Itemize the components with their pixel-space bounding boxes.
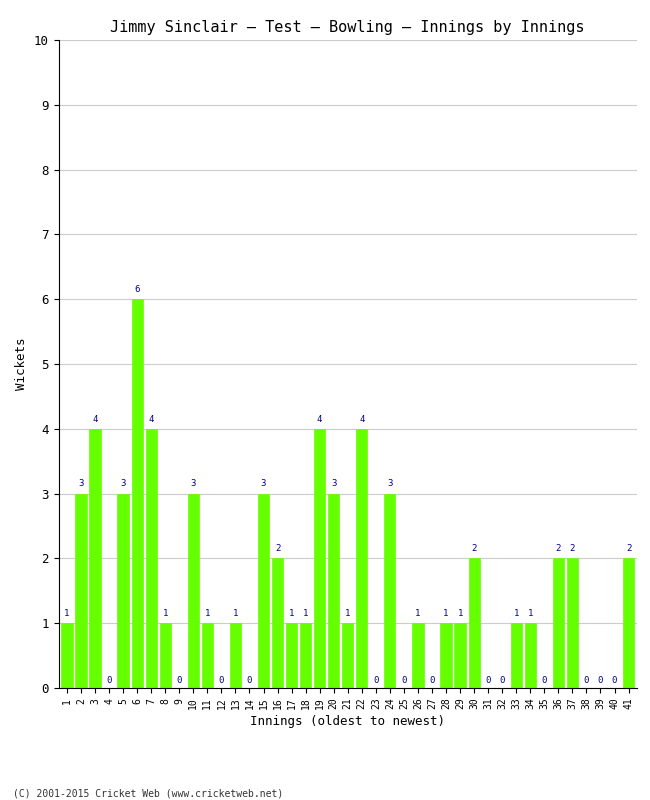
Text: 1: 1	[289, 609, 294, 618]
Text: 4: 4	[359, 414, 365, 424]
Bar	[384, 494, 395, 688]
Bar	[552, 558, 564, 688]
Text: 4: 4	[317, 414, 322, 424]
Text: 0: 0	[541, 676, 547, 685]
Text: 1: 1	[205, 609, 210, 618]
Bar	[230, 623, 241, 688]
Text: 0: 0	[598, 676, 603, 685]
Bar	[454, 623, 465, 688]
Text: 1: 1	[458, 609, 463, 618]
Text: 3: 3	[261, 479, 266, 489]
Text: 0: 0	[429, 676, 435, 685]
Text: 2: 2	[275, 544, 280, 554]
X-axis label: Innings (oldest to newest): Innings (oldest to newest)	[250, 715, 445, 728]
Text: 0: 0	[373, 676, 378, 685]
Bar	[75, 494, 86, 688]
Bar	[90, 429, 101, 688]
Text: 6: 6	[135, 285, 140, 294]
Text: 2: 2	[471, 544, 477, 554]
Text: 1: 1	[443, 609, 448, 618]
Bar	[342, 623, 354, 688]
Text: 0: 0	[247, 676, 252, 685]
Bar	[272, 558, 283, 688]
Text: (C) 2001-2015 Cricket Web (www.cricketweb.net): (C) 2001-2015 Cricket Web (www.cricketwe…	[13, 788, 283, 798]
Text: 1: 1	[233, 609, 238, 618]
Text: 0: 0	[486, 676, 491, 685]
Bar	[286, 623, 297, 688]
Bar	[131, 299, 143, 688]
Text: 0: 0	[218, 676, 224, 685]
Text: 0: 0	[401, 676, 407, 685]
Bar	[356, 429, 367, 688]
Bar	[258, 494, 269, 688]
Text: 3: 3	[120, 479, 126, 489]
Text: 2: 2	[569, 544, 575, 554]
Text: 2: 2	[626, 544, 631, 554]
Bar	[412, 623, 424, 688]
Text: 3: 3	[190, 479, 196, 489]
Bar	[314, 429, 325, 688]
Bar	[328, 494, 339, 688]
Bar	[146, 429, 157, 688]
Text: 2: 2	[556, 544, 561, 554]
Text: 0: 0	[612, 676, 618, 685]
Bar	[202, 623, 213, 688]
Text: 1: 1	[415, 609, 421, 618]
Bar	[623, 558, 634, 688]
Bar	[300, 623, 311, 688]
Bar	[160, 623, 171, 688]
Bar	[511, 623, 522, 688]
Text: 4: 4	[92, 414, 98, 424]
Text: 1: 1	[303, 609, 308, 618]
Bar	[61, 623, 73, 688]
Text: 1: 1	[528, 609, 533, 618]
Bar	[441, 623, 452, 688]
Title: Jimmy Sinclair – Test – Bowling – Innings by Innings: Jimmy Sinclair – Test – Bowling – Inning…	[111, 20, 585, 34]
Bar	[118, 494, 129, 688]
Text: 1: 1	[345, 609, 350, 618]
Text: 3: 3	[387, 479, 393, 489]
Text: 4: 4	[148, 414, 154, 424]
Bar	[188, 494, 199, 688]
Text: 1: 1	[514, 609, 519, 618]
Text: 3: 3	[78, 479, 84, 489]
Text: 0: 0	[499, 676, 505, 685]
Y-axis label: Wickets: Wickets	[15, 338, 28, 390]
Text: 0: 0	[107, 676, 112, 685]
Text: 0: 0	[177, 676, 182, 685]
Bar	[567, 558, 578, 688]
Bar	[525, 623, 536, 688]
Text: 1: 1	[64, 609, 70, 618]
Text: 3: 3	[331, 479, 337, 489]
Bar	[469, 558, 480, 688]
Text: 0: 0	[584, 676, 589, 685]
Text: 1: 1	[162, 609, 168, 618]
